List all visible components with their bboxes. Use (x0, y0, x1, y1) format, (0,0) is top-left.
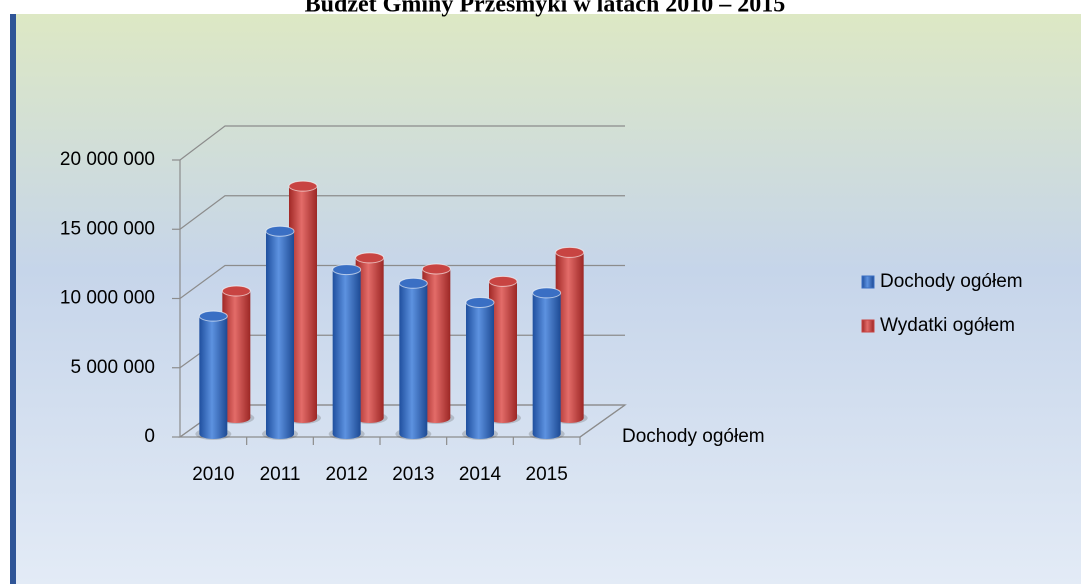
x-tick-label: 2012 (326, 464, 368, 485)
y-tick-label: 15 000 000 (60, 218, 155, 239)
cylinder-top (355, 252, 385, 264)
legend-label: Dochody ogółem (880, 271, 1023, 292)
grid-line (179, 264, 625, 299)
cylinder-top (398, 277, 428, 289)
chart-title: Budżet Gminy Przesmyki w latach 2010 – 2… (305, 0, 786, 18)
y-tick-label: 10 000 000 (60, 288, 155, 309)
cylinder-bottom (532, 429, 561, 439)
cylinder (195, 310, 232, 440)
cylinder-top (288, 180, 318, 192)
cylinder-bottom (199, 429, 228, 439)
cylinder-top (421, 263, 451, 275)
cylinder (328, 264, 365, 440)
left-border (10, 14, 16, 584)
cylinder-bottom (555, 413, 584, 423)
x-tick-label: 2010 (192, 464, 234, 485)
bar (199, 316, 228, 434)
bar (332, 269, 361, 434)
cylinder (528, 287, 565, 440)
cylinder-top (198, 310, 228, 322)
legend-swatch (861, 319, 875, 333)
cylinder-top (265, 225, 295, 237)
bar (466, 302, 494, 434)
legend-swatch (861, 275, 875, 289)
cylinder-top (555, 246, 585, 258)
bar (532, 292, 561, 434)
cylinder-bottom (399, 429, 428, 439)
x-tick-label: 2013 (392, 464, 434, 485)
cylinder-bottom (222, 413, 251, 423)
cylinder-top (488, 275, 518, 287)
cylinder-bottom (266, 429, 294, 439)
cylinder-bottom (332, 429, 361, 439)
bar (266, 231, 294, 434)
depth-label: Dochody ogółem (622, 426, 765, 447)
cylinder-bottom (422, 413, 451, 423)
cylinder-bottom (466, 429, 494, 439)
cylinder-top (221, 285, 251, 297)
grid-line (179, 125, 625, 161)
bar (399, 283, 428, 434)
x-tick-label: 2015 (526, 464, 568, 485)
cylinder-bottom (289, 413, 317, 423)
y-tick-label: 0 (144, 426, 155, 447)
y-tick-label: 5 000 000 (70, 357, 155, 378)
grid-line (179, 195, 625, 230)
cylinder (395, 277, 432, 440)
cylinder (262, 225, 298, 440)
cylinder-top (332, 264, 362, 276)
cylinder-bottom (355, 413, 384, 423)
x-tick-label: 2014 (459, 464, 502, 485)
cylinder-top (532, 287, 562, 299)
y-tick-label: 20 000 000 (60, 149, 155, 170)
x-tick-label: 2011 (260, 464, 301, 485)
cylinder-bottom (489, 413, 517, 423)
depth-edge (579, 404, 626, 438)
legend-label: Wydatki ogółem (880, 315, 1015, 336)
cylinder (462, 296, 498, 440)
cylinder-top (465, 296, 495, 308)
